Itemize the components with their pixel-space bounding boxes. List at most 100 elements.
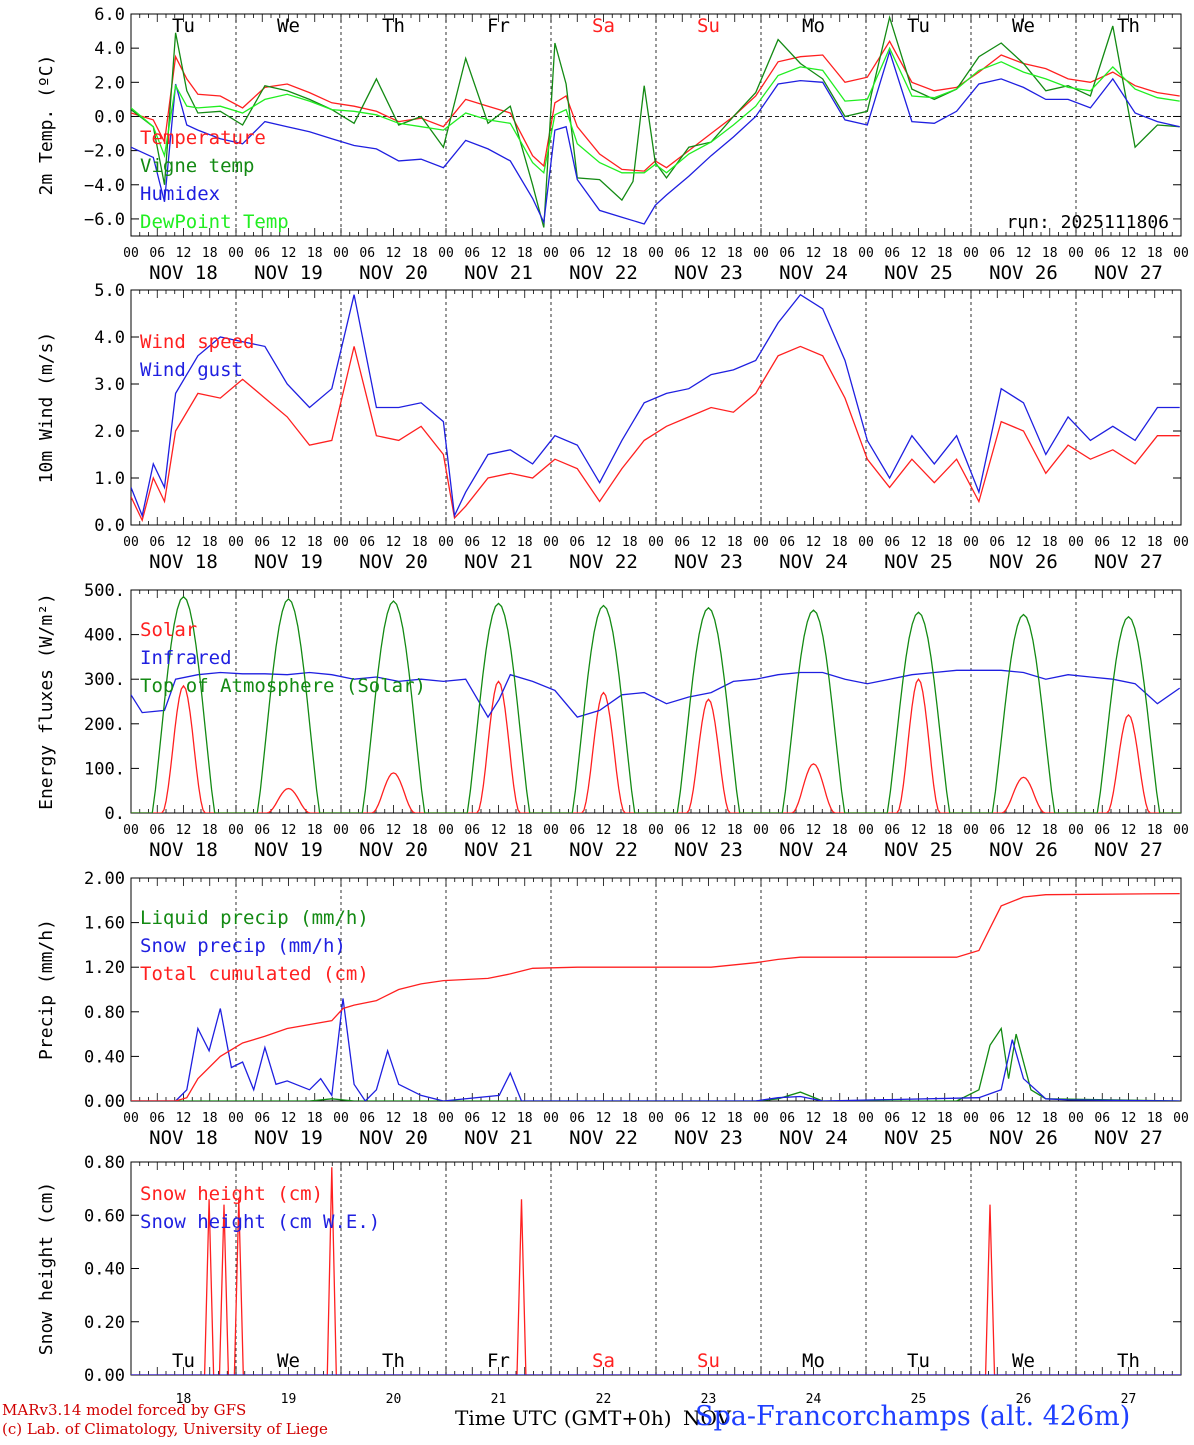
day-label: NOV 21 (464, 1127, 533, 1149)
y-axis-label: Energy fluxes (W/m²) (36, 593, 57, 810)
y-tick-label: 2.0 (94, 422, 125, 442)
hour-tick-label: 00 (333, 535, 349, 550)
infrared-line (131, 669, 1181, 719)
top-of-atmosphere-solar-line (131, 595, 1181, 813)
day-number-label: 22 (596, 1392, 612, 1407)
y-tick-label: −4.0 (84, 176, 125, 196)
legend-vigne-temp: Vigne temp (140, 155, 254, 177)
hour-tick-label: 00 (963, 823, 979, 838)
day-label: NOV 24 (779, 262, 848, 284)
hour-tick-label: 00 (228, 535, 244, 550)
hour-tick-label: 06 (254, 535, 270, 550)
hour-tick-label: 12 (281, 535, 297, 550)
weekday-label: Th (382, 1350, 405, 1372)
legend-humidex: Humidex (140, 183, 220, 205)
weekday-label: Tu (172, 1350, 195, 1372)
hour-tick-label: 06 (779, 535, 795, 550)
panel-wind: 0.0 1.0 2.0 3.0 4.0 5.0 10m Wind (m/s) 00 06 12 18… (36, 281, 1189, 573)
day-label: NOV 20 (359, 262, 428, 284)
hour-tick-label: 00 (1173, 823, 1189, 838)
hour-tick-label: 18 (307, 246, 323, 261)
hour-tick-label: 12 (806, 535, 822, 550)
humidex-line (131, 49, 1180, 225)
hour-tick-label: 18 (517, 535, 533, 550)
hour-tick-label: 00 (1173, 535, 1189, 550)
day-label: NOV 25 (884, 1127, 953, 1149)
day-number-label: 18 (176, 1392, 192, 1407)
hour-tick-label: 12 (911, 823, 927, 838)
day-number-label: 20 (386, 1392, 402, 1407)
vigne-temp-line (131, 14, 1180, 228)
y-tick-label: 300. (84, 670, 125, 690)
dewpoint-temp-line (131, 46, 1180, 175)
y-tick-label: 0.80 (84, 1153, 125, 1173)
hour-tick-label: 00 (438, 823, 454, 838)
weekday-label: We (277, 15, 300, 37)
legend-snow-precip-mm-h: Snow precip (mm/h) (140, 935, 346, 957)
hour-tick-label: 00 (858, 1111, 874, 1126)
y-tick-label: −6.0 (84, 210, 125, 230)
day-number-label: 19 (281, 1392, 297, 1407)
hour-tick-label: 00 (963, 246, 979, 261)
hour-tick-label: 06 (569, 823, 585, 838)
y-tick-label: 500. (84, 581, 125, 601)
day-label: NOV 22 (569, 1127, 638, 1149)
y-tick-label: 6.0 (94, 5, 125, 25)
y-tick-label: 0.60 (84, 1206, 125, 1226)
hour-tick-label: 06 (464, 1111, 480, 1126)
day-label: NOV 22 (569, 839, 638, 861)
hour-tick-label: 18 (307, 535, 323, 550)
hour-tick-label: 18 (832, 1111, 848, 1126)
hour-tick-label: 00 (1173, 1111, 1189, 1126)
hour-tick-label: 12 (806, 1111, 822, 1126)
hour-tick-label: 00 (333, 246, 349, 261)
hour-tick-label: 00 (438, 1111, 454, 1126)
y-tick-label: 4.0 (94, 39, 125, 59)
hour-tick-label: 00 (963, 1111, 979, 1126)
day-label: NOV 25 (884, 262, 953, 284)
hour-tick-label: 06 (464, 823, 480, 838)
hour-tick-label: 00 (858, 246, 874, 261)
y-axis-label: Precip (mm/h) (36, 919, 57, 1060)
legend-top-of-atmosphere-solar: Top of Atmosphere (Solar) (140, 675, 426, 697)
hour-tick-label: 18 (1042, 535, 1058, 550)
total-cumulated-cm-line (131, 892, 1180, 1101)
weekday-label: Sa (592, 15, 615, 37)
hour-tick-label: 18 (727, 1111, 743, 1126)
weekday-label: We (1012, 1350, 1035, 1372)
weekday-label: Th (1117, 1350, 1140, 1372)
hour-tick-label: 00 (333, 823, 349, 838)
day-number-label: 21 (491, 1392, 507, 1407)
y-tick-label: 400. (84, 626, 125, 646)
station-name: Spa-Francorchamps (alt. 426m) (695, 1401, 1131, 1432)
day-label: NOV 18 (149, 1127, 218, 1149)
day-number-label: 27 (1121, 1392, 1137, 1407)
hour-tick-label: 00 (858, 823, 874, 838)
hour-tick-label: 00 (543, 1111, 559, 1126)
hour-tick-label: 00 (963, 535, 979, 550)
day-label: NOV 21 (464, 839, 533, 861)
hour-tick-label: 18 (937, 823, 953, 838)
weekday-label: Sa (592, 1350, 615, 1372)
legend-snow-height-cm-w-e: Snow height (cm W.E.) (140, 1211, 380, 1233)
hour-tick-label: 18 (202, 535, 218, 550)
hour-tick-label: 06 (359, 823, 375, 838)
hour-tick-label: 00 (648, 1111, 664, 1126)
hour-tick-label: 06 (1094, 1111, 1110, 1126)
legend-total-cumulated-cm: Total cumulated (cm) (140, 963, 369, 985)
hour-tick-label: 18 (1147, 246, 1163, 261)
hour-tick-label: 12 (1016, 246, 1032, 261)
hour-tick-label: 06 (674, 535, 690, 550)
weekday-label: Th (382, 15, 405, 37)
hour-tick-label: 00 (228, 1111, 244, 1126)
hour-tick-label: 18 (937, 1111, 953, 1126)
hour-tick-label: 06 (884, 823, 900, 838)
weekday-label: Su (697, 1350, 720, 1372)
y-tick-label: 0. (105, 804, 125, 824)
hour-tick-label: 18 (307, 1111, 323, 1126)
y-tick-label: 100. (84, 759, 125, 779)
hour-tick-label: 00 (543, 823, 559, 838)
day-number-label: 23 (701, 1392, 717, 1407)
wind-speed-line (131, 345, 1180, 523)
